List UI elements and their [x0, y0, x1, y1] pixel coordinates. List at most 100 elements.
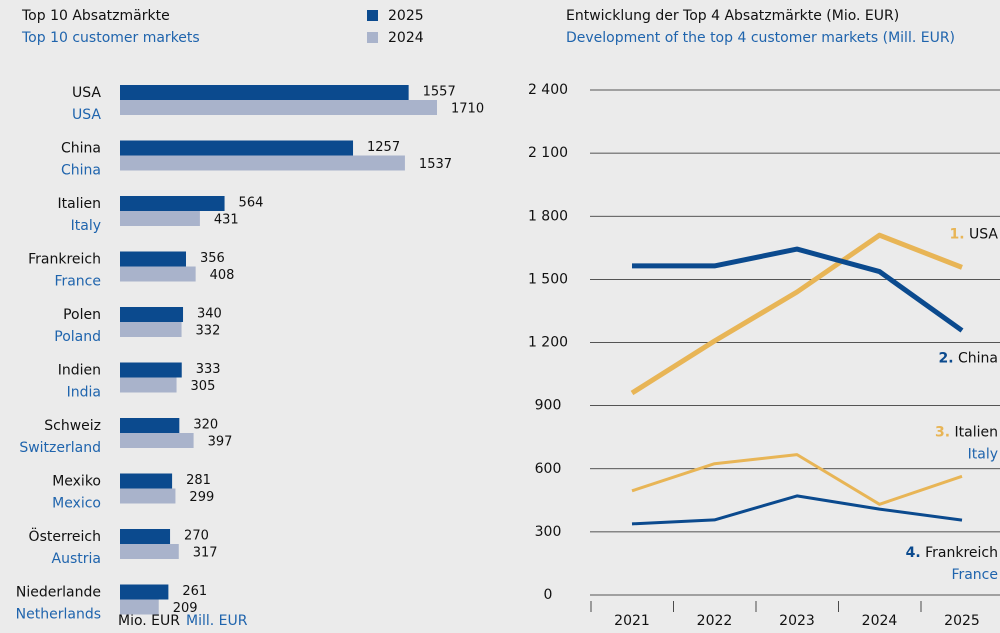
series-line: [631, 453, 963, 506]
value-label: 332: [196, 324, 221, 339]
category-label: Polen: [63, 307, 101, 323]
category-label-en: China: [61, 163, 101, 179]
series-name: Italien: [955, 424, 998, 440]
legend-swatch: [367, 32, 378, 43]
y-tick-label: 900: [535, 398, 562, 414]
bar: [120, 377, 177, 393]
value-label: 1710: [451, 102, 484, 117]
x-tick-label: 2021: [614, 613, 650, 629]
value-label: 1257: [367, 140, 400, 155]
bar: [120, 418, 180, 433]
value-label: 299: [189, 490, 214, 505]
category-label: Schweiz: [44, 418, 101, 434]
category-label-en: USA: [72, 107, 101, 123]
value-label: 270: [184, 529, 209, 544]
category-label-en: Poland: [54, 329, 101, 345]
y-tick-label: 1 500: [528, 271, 568, 287]
value-label: 261: [182, 584, 207, 599]
bar: [120, 140, 354, 156]
bar: [120, 251, 186, 267]
unit-en: Mill. EUR: [186, 613, 248, 629]
series-rank: 4.: [906, 545, 921, 561]
x-tick-label: 2022: [697, 613, 733, 629]
bar: [120, 196, 225, 211]
value-label: 397: [208, 435, 233, 450]
bar: [120, 529, 171, 544]
value-label: 564: [239, 196, 264, 211]
series-name: Frankreich: [925, 545, 998, 561]
x-tick-label: 2023: [779, 613, 815, 629]
category-label: Italien: [58, 196, 101, 212]
category-label-en: Mexico: [52, 496, 101, 512]
category-label: China: [61, 141, 101, 157]
value-label: 356: [200, 251, 225, 266]
category-label: Frankreich: [28, 252, 101, 268]
y-tick-label: 1 800: [528, 208, 568, 224]
category-label: Österreich: [29, 527, 101, 545]
category-label-en: Austria: [52, 551, 101, 567]
line-title-en: Development of the top 4 customer market…: [566, 30, 955, 46]
value-label: 320: [193, 418, 218, 433]
category-label-en: India: [67, 385, 101, 401]
bar: [120, 266, 196, 282]
bar: [120, 488, 176, 504]
bar: [120, 544, 179, 559]
value-label: 281: [186, 473, 211, 488]
value-label: 340: [197, 307, 222, 322]
value-label: 305: [191, 379, 216, 394]
bar: [120, 362, 182, 378]
series-label: 3. Italien: [935, 424, 998, 440]
bar: [120, 85, 409, 100]
value-label: 431: [214, 213, 239, 228]
legend-swatch: [367, 10, 378, 21]
series-label-en: Italy: [968, 446, 998, 462]
x-tick-label: 2024: [862, 613, 898, 629]
category-label: Niederlande: [16, 585, 101, 601]
category-label-en: Switzerland: [19, 440, 101, 456]
bar: [120, 433, 194, 448]
series-rank: 1.: [950, 226, 965, 242]
line-title: Entwicklung der Top 4 Absatzmärkte (Mio.…: [566, 8, 899, 24]
series-name: China: [958, 351, 998, 367]
value-label: 408: [210, 268, 235, 283]
value-label: 317: [193, 546, 218, 561]
y-tick-label: 0: [544, 587, 553, 603]
legend-label: 2025: [388, 8, 424, 24]
x-tick-label: 2025: [944, 613, 980, 629]
series-name: USA: [969, 226, 998, 242]
value-label: 209: [173, 601, 198, 616]
legend-label: 2024: [388, 30, 424, 46]
bar: [120, 155, 405, 171]
series-label: 4. Frankreich: [906, 545, 998, 561]
series-line: [631, 494, 963, 526]
bar: [120, 599, 159, 615]
unit: Mio. EUR: [118, 613, 180, 629]
series-label: 2. China: [938, 351, 998, 367]
value-label: 1557: [423, 85, 456, 100]
bar: [120, 322, 182, 337]
series-rank: 2.: [938, 351, 953, 367]
y-tick-label: 600: [535, 461, 562, 477]
bar: [120, 584, 169, 600]
value-label: 1537: [419, 157, 452, 172]
y-tick-label: 2 100: [528, 145, 568, 161]
bar-title-en: Top 10 customer markets: [21, 30, 200, 46]
series-label: 1. USA: [950, 226, 999, 242]
series-line: [630, 232, 963, 396]
category-label-en: Italy: [71, 218, 101, 234]
category-label-en: Netherlands: [16, 607, 101, 623]
value-label: 333: [196, 362, 221, 377]
category-label: Mexiko: [52, 474, 101, 490]
series-rank: 3.: [935, 424, 950, 440]
series-line: [632, 246, 964, 333]
category-label-en: France: [54, 274, 101, 290]
series-label-en: France: [951, 567, 998, 583]
bar: [120, 211, 200, 226]
category-label: Indien: [58, 363, 101, 379]
bar: [120, 100, 437, 115]
y-tick-label: 2 400: [528, 82, 568, 98]
bar-title: Top 10 Absatzmärkte: [21, 8, 170, 24]
category-label: USA: [72, 85, 101, 101]
y-tick-label: 1 200: [528, 335, 568, 351]
